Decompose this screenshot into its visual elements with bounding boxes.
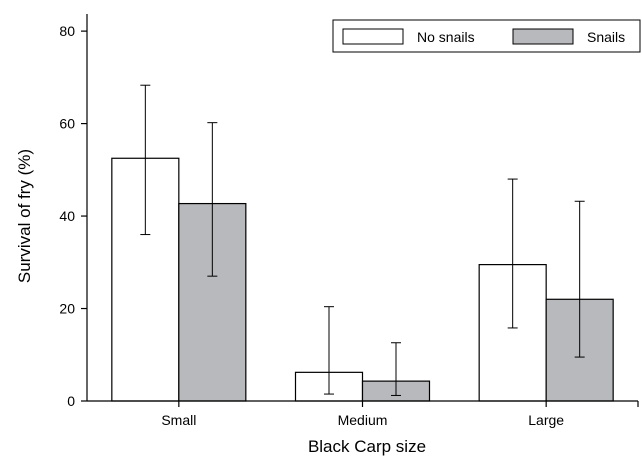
- y-tick-label: 0: [67, 393, 75, 409]
- error-bar-small-no-snails: [140, 84, 151, 236]
- y-axis-label: Survival of fry (%): [15, 149, 34, 283]
- x-tick-label-medium: Medium: [338, 412, 388, 428]
- x-tick-label-small: Small: [161, 412, 196, 428]
- axes-layer: 0 20 40 60 80 Small Medium Large: [59, 14, 639, 428]
- error-bar-small-snails: [207, 122, 218, 277]
- legend-swatch-no-snails: [342, 28, 404, 45]
- x-axis-label: Black Carp size: [308, 437, 426, 456]
- y-tick-label: 40: [59, 208, 75, 224]
- legend-label-no-snails: No snails: [417, 29, 475, 45]
- x-tick-label-large: Large: [528, 412, 564, 428]
- y-tick-label: 80: [59, 23, 75, 39]
- legend-swatch-snails: [512, 28, 574, 45]
- legend-label-snails: Snails: [587, 29, 625, 45]
- error-bar-medium-no-snails: [324, 306, 334, 395]
- error-bars-layer: [140, 84, 585, 396]
- error-bar-medium-snails: [391, 342, 401, 396]
- bars-layer: [111, 157, 614, 402]
- error-bar-large-no-snails: [507, 178, 518, 329]
- y-tick-label: 60: [59, 116, 75, 132]
- legend: No snails Snails: [332, 19, 641, 53]
- y-tick-label: 20: [59, 301, 75, 317]
- error-bar-large-snails: [574, 200, 585, 358]
